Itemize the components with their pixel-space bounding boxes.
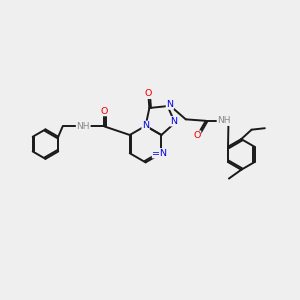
Text: O: O	[144, 89, 152, 98]
Text: N: N	[142, 122, 149, 130]
Text: N: N	[167, 100, 173, 109]
Text: NH: NH	[76, 122, 90, 131]
Text: N: N	[170, 117, 177, 126]
Text: =N: =N	[152, 149, 167, 158]
Text: O: O	[101, 106, 108, 116]
Text: O: O	[193, 131, 201, 140]
Text: NH: NH	[217, 116, 231, 125]
